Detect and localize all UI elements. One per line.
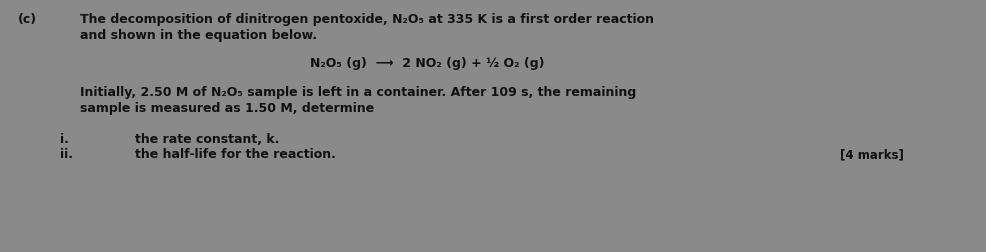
- Text: i.: i.: [60, 133, 69, 145]
- Text: (c): (c): [18, 13, 37, 26]
- Text: sample is measured as 1.50 M, determine: sample is measured as 1.50 M, determine: [80, 102, 374, 115]
- Text: Initially, 2.50 M of N₂O₅ sample is left in a container. After 109 s, the remain: Initially, 2.50 M of N₂O₅ sample is left…: [80, 86, 636, 99]
- Text: the half-life for the reaction.: the half-life for the reaction.: [135, 147, 335, 160]
- Text: the rate constant, k.: the rate constant, k.: [135, 133, 279, 145]
- Text: The decomposition of dinitrogen pentoxide, N₂O₅ at 335 K is a first order reacti: The decomposition of dinitrogen pentoxid…: [80, 13, 654, 26]
- Text: ii.: ii.: [60, 147, 73, 160]
- Text: and shown in the equation below.: and shown in the equation below.: [80, 29, 317, 42]
- Text: N₂O₅ (g)  ⟶  2 NO₂ (g) + ½ O₂ (g): N₂O₅ (g) ⟶ 2 NO₂ (g) + ½ O₂ (g): [310, 57, 544, 70]
- Text: [4 marks]: [4 marks]: [839, 147, 903, 160]
